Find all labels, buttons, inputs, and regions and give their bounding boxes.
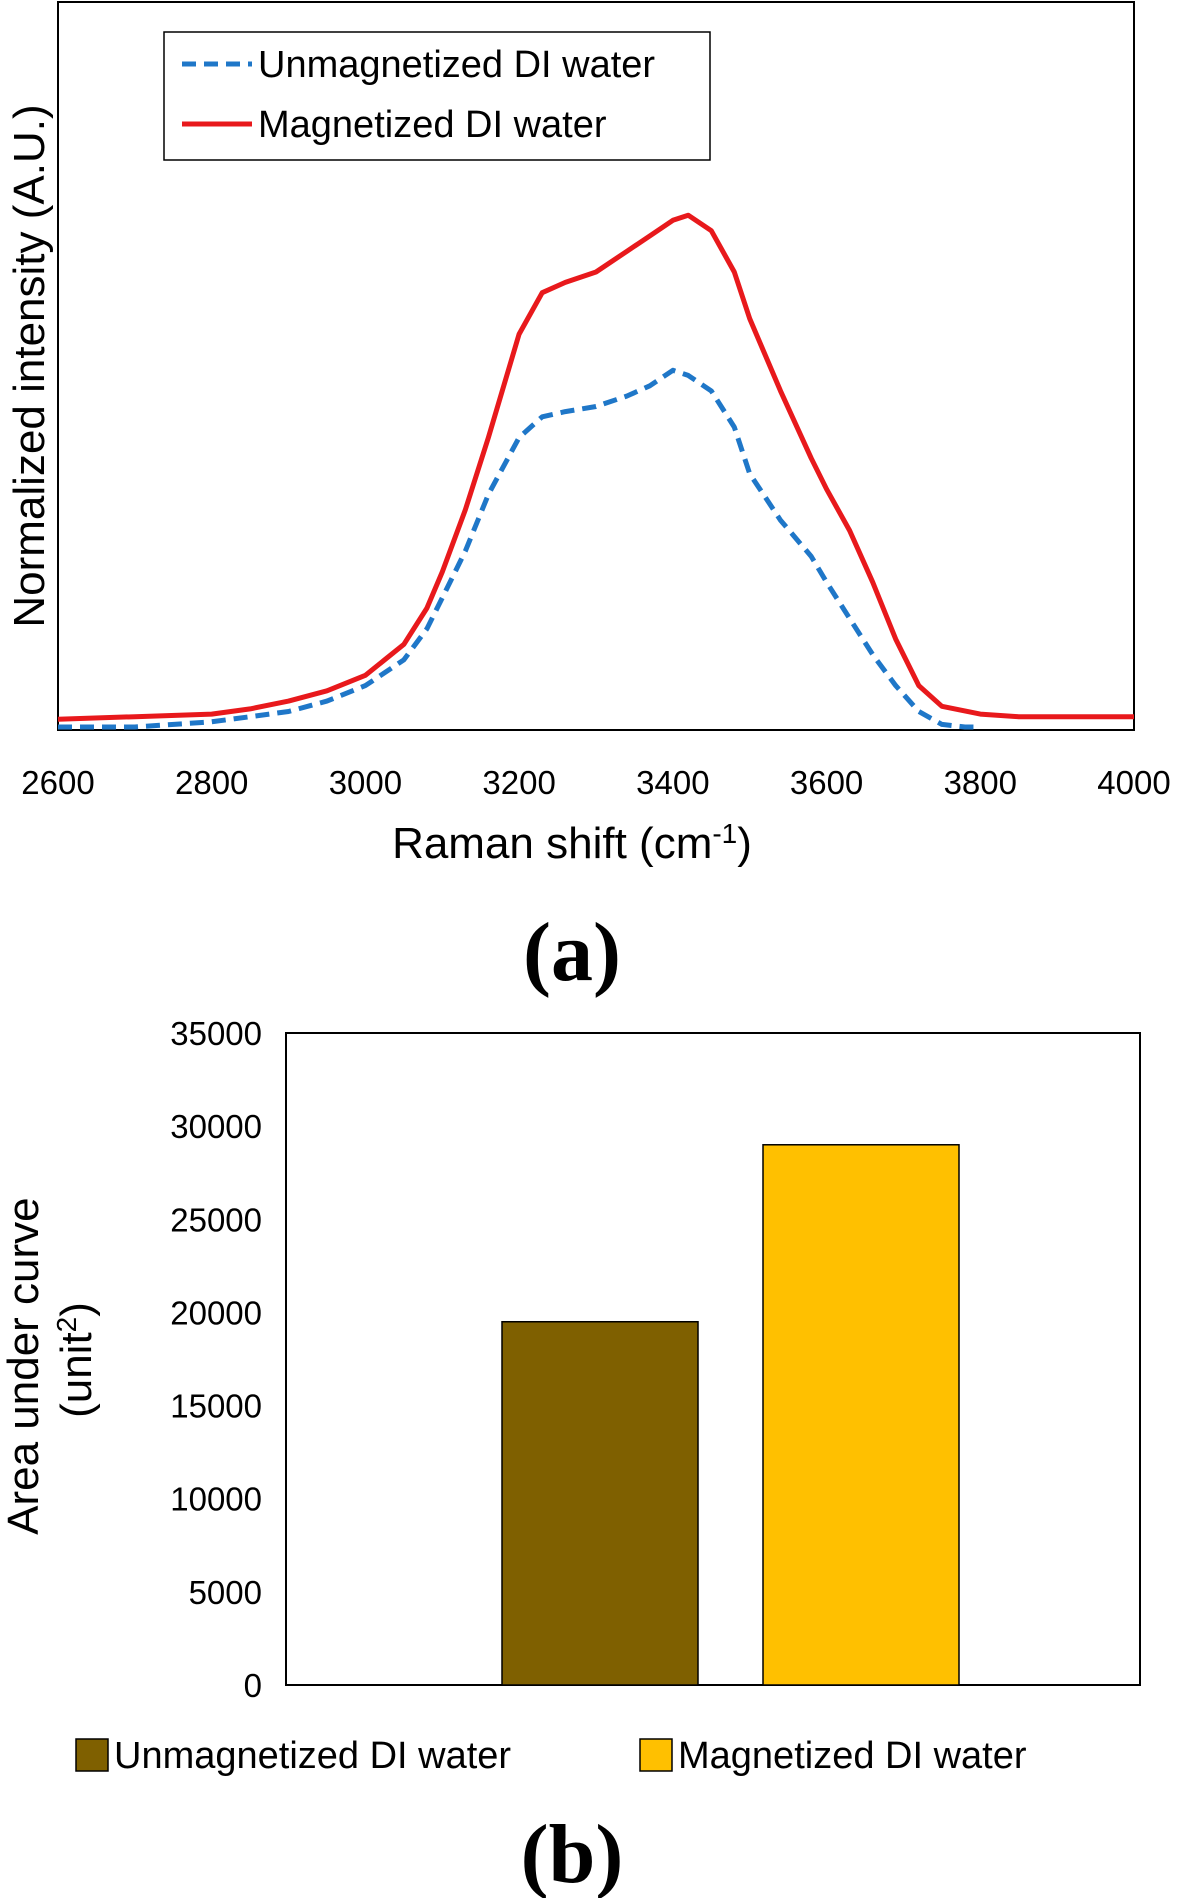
chart-b-y-tick-label: 30000	[170, 1108, 262, 1145]
chart-a-series-group	[57, 212, 1134, 730]
chart-b-legend-label-unmagnetized: Unmagnetized DI water	[114, 1735, 511, 1777]
chart-a-x-tick-label: 3400	[636, 764, 709, 801]
chart-b-legend: Unmagnetized DI water Magnetized DI wate…	[75, 1735, 1027, 1777]
chart-b-bars-group	[501, 1144, 960, 1686]
chart-b-y-tick-label: 20000	[170, 1294, 262, 1331]
chart-b-y-tick-labels: 0 5000 10000 15000 20000 25000 30000 35000	[170, 1015, 262, 1704]
chart-b-y-tick-label: 5000	[189, 1574, 262, 1611]
chart-a-legend-label-magnetized: Magnetized DI water	[258, 104, 607, 146]
chart-a-legend-box	[163, 31, 711, 161]
chart-a-series-magnetized	[57, 212, 1134, 722]
chart-b-y-tick-label: 35000	[170, 1015, 262, 1052]
chart-a-x-tick-label: 3200	[482, 764, 555, 801]
chart-b-bar-unmagnetized	[501, 1320, 699, 1686]
chart-a-x-axis-label: Raman shift (cm-1)	[392, 818, 752, 869]
chart-a-x-tick-labels: 2600 2800 3000 3200 3400 3600 3800 4000	[21, 764, 1170, 801]
chart-b: 0 5000 10000 15000 20000 25000 30000 35000 Area…	[0, 1015, 1141, 1898]
chart-a-x-tick-label: 2800	[175, 764, 248, 801]
chart-b-y-axis-label-line2: (unit2)	[51, 1302, 102, 1418]
chart-a-x-tick-label: 2600	[21, 764, 94, 801]
chart-a-x-tick-label: 4000	[1097, 764, 1170, 801]
chart-a-legend-label-unmagnetized: Unmagnetized DI water	[258, 44, 655, 86]
chart-b-y-tick-label: 0	[244, 1667, 262, 1704]
chart-b-y-tick-label: 25000	[170, 1201, 262, 1238]
chart-a-legend: Unmagnetized DI water Magnetized DI wate…	[163, 31, 711, 161]
chart-a-y-axis-label: Normalized intensity (A.U.)	[5, 104, 54, 627]
chart-b-y-tick-label: 15000	[170, 1388, 262, 1425]
chart-a-series-unmagnetized	[58, 367, 981, 730]
chart-b-legend-label-magnetized: Magnetized DI water	[678, 1735, 1027, 1777]
chart-a-x-tick-label: 3800	[944, 764, 1017, 801]
chart-b-legend-swatch-unmagnetized	[75, 1738, 109, 1772]
panel-b-label: (b)	[521, 1808, 624, 1898]
panel-a-label: (a)	[523, 906, 621, 999]
chart-a: 2600 2800 3000 3200 3400 3600 3800 4000 Raman s…	[5, 1, 1171, 999]
chart-b-bar-magnetized	[762, 1144, 960, 1686]
chart-b-y-axis-label-line1: Area under curve	[0, 1197, 48, 1535]
chart-b-plot-area	[285, 1032, 1141, 1686]
chart-b-legend-swatch-magnetized	[639, 1738, 673, 1772]
chart-a-x-tick-label: 3000	[329, 764, 402, 801]
chart-b-y-axis-label: Area under curve (unit2)	[0, 1185, 101, 1535]
chart-a-x-tick-label: 3600	[790, 764, 863, 801]
chart-b-y-tick-label: 10000	[170, 1481, 262, 1518]
